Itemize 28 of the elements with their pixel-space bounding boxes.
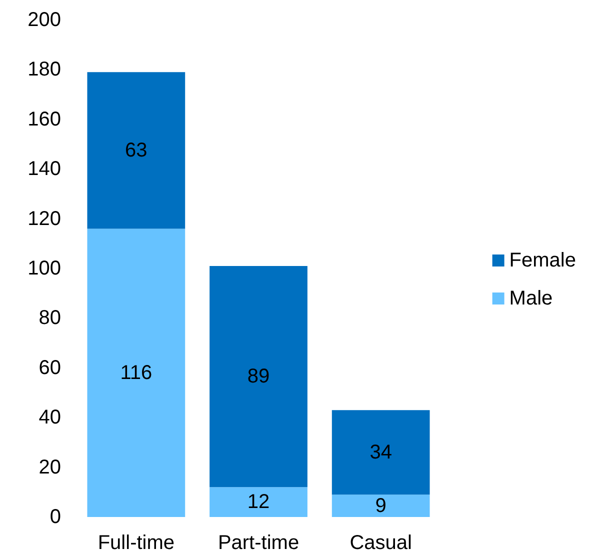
x-tick-label: Part-time — [218, 532, 300, 554]
y-tick-label: 100 — [28, 258, 61, 280]
data-label: 116 — [120, 362, 152, 384]
y-tick-label: 140 — [28, 158, 61, 180]
data-label: 89 — [247, 366, 270, 388]
x-tick-label: Full-time — [98, 532, 175, 554]
bar — [332, 494, 430, 517]
y-tick-label: 20 — [38, 456, 61, 478]
bar — [87, 228, 186, 517]
legend-label: Female — [509, 250, 576, 272]
bar — [210, 487, 308, 517]
data-label: 63 — [125, 139, 148, 162]
data-label: 9 — [375, 494, 386, 517]
y-tick-label: 180 — [28, 58, 61, 81]
y-tick-label: 80 — [38, 307, 61, 330]
legend-label: Male — [509, 288, 553, 310]
data-label: 34 — [370, 441, 392, 464]
y-tick-label: 120 — [28, 208, 61, 230]
bar — [210, 266, 308, 488]
bar — [332, 410, 430, 495]
x-tick-label: Casual — [350, 532, 412, 554]
y-tick-label: 0 — [50, 506, 61, 528]
y-tick-label: 160 — [28, 108, 61, 130]
y-tick-label: 200 — [28, 9, 61, 31]
y-tick-label: 40 — [38, 406, 61, 429]
data-label: 12 — [247, 491, 270, 514]
bar — [87, 72, 186, 229]
y-tick-label: 60 — [38, 356, 61, 379]
